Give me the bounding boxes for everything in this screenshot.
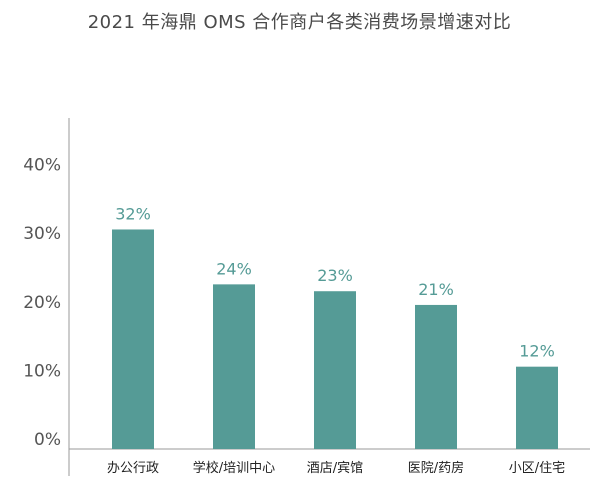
data-labels: 32% 24% 23% 21% 12% <box>115 204 555 360</box>
y-tick-label: 10% <box>23 361 61 381</box>
y-tick-label: 30% <box>23 224 61 244</box>
x-category-label: 学校/培训中心 <box>193 460 275 476</box>
y-tick-label: 40% <box>23 156 61 176</box>
category-labels: 办公行政 学校/培训中心 酒店/宾馆 医院/药房 小区/住宅 <box>107 460 565 476</box>
bar <box>415 304 457 449</box>
x-category-label: 酒店/宾馆 <box>307 460 363 476</box>
bar-value-label: 12% <box>519 342 555 361</box>
y-axis-ticks: 0% 10% 20% 30% 40% <box>23 156 61 450</box>
bar <box>516 366 558 449</box>
bar <box>314 291 356 449</box>
bar-value-label: 23% <box>317 266 353 285</box>
bar <box>213 284 255 449</box>
bar-series <box>112 229 558 449</box>
x-category-label: 医院/药房 <box>408 460 464 476</box>
bar <box>112 229 154 449</box>
x-category-label: 办公行政 <box>107 461 159 476</box>
bar-value-label: 21% <box>418 280 454 299</box>
x-category-label: 小区/住宅 <box>509 461 565 476</box>
y-tick-label: 0% <box>34 430 61 450</box>
bar-value-label: 32% <box>115 204 151 223</box>
bar-value-label: 24% <box>216 259 252 278</box>
y-tick-label: 20% <box>23 293 61 313</box>
chart-title: 2021 年海鼎 OMS 合作商户各类消费场景增速对比 <box>87 12 512 33</box>
